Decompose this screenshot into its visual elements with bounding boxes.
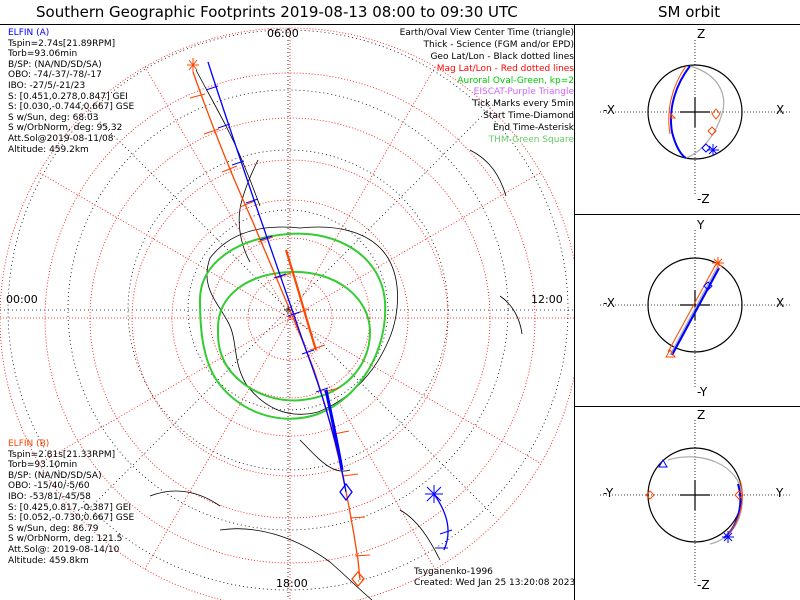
elfin-b-line: Altitude: 459.8km [8,555,89,566]
mag-grid [0,27,574,600]
auroral-oval [198,232,387,420]
elfin-a-line: S: [0.030,-0.744,0.667] GSE [8,102,135,113]
map-label-bottom: 18:00 [276,577,308,590]
legend-item: Earth/Oval View Center Time (triangle) [399,28,574,38]
legend-item: EISCAT-Purple Triangle [473,87,574,98]
orbit3-label-left: -Y [603,486,614,500]
orbit3-label-top: Z [697,408,706,422]
map-label-top: 06:00 [267,27,299,40]
footer-author: Tsyganenko-1996 [414,567,493,577]
legend-item: Thick - Science (FGM and/or EPD) [423,39,574,50]
elfin-b-start-diamond [351,571,365,587]
elfin-a-end-asterisk [425,485,443,503]
legend-item: Geo Lat/Lon - Black dotted lines [430,51,574,62]
main-title: Southern Geographic Footprints 2019-08-1… [36,3,518,21]
footer-created: Created: Wed Jan 25 13:20:08 2023 [414,578,576,588]
elfin-b-info: ELFIN (B) Tspin=2.81s[21.33RPM] Torb=93.… [8,439,134,566]
legend-item: THM-Green Square [488,135,574,146]
orbit2-label-left: -X [603,296,615,310]
elfin-b-name: ELFIN (B) [8,439,50,449]
elfin-b-track [187,58,371,587]
elfin-b-line: S w/Sun, deg: 86.79 [8,523,99,534]
orbit3-label-bottom: -Z [697,578,710,592]
orbit1-label-bottom: -Z [697,192,710,206]
elfin-b-line: OBO: -15/40/-5/60 [8,481,90,492]
orbit-divider-2 [575,406,800,407]
orbit1-label-left: -X [603,103,615,117]
elfin-b-line: S: [0.052,-0.730,0.667] GSE [8,513,135,524]
orbit-title: SM orbit [658,3,721,21]
orbit-panels [600,40,790,585]
elfin-b-line: Tspin=2.81s[21.33RPM] [8,449,116,460]
elfin-a-line: S w/Sun, deg: 68.03 [8,112,99,123]
elfin-a-line: OBO: -74/-37/-78/-17 [8,70,102,81]
legend-item: Auroral Oval-Green, kp=2 [457,75,574,86]
elfin-a-info: ELFIN (A) Tspin=2.74s[21.89RPM] Torb=93.… [8,28,134,155]
map-label-right: 12:00 [531,293,563,306]
legend-item: End Time-Asterisk [492,123,574,134]
elfin-b-line: S w/OrbNorm, deg: 121.5 [8,534,123,545]
elfin-a-line: B/SP: (NA/ND/SD/SA) [8,59,102,70]
polar-map [0,24,574,600]
orbit2-label-top: Y [697,218,705,232]
legend-item: Tick Marks every 5min [472,99,574,110]
elfin-b-line: Torb=93.10min [8,460,78,471]
orbit1-label-top: Z [697,27,706,41]
orbit-panel-xz [600,40,790,195]
elfin-a-start-diamond [339,482,353,502]
orbit2-label-right: X [776,296,785,310]
orbit-panel-yz [600,420,790,585]
orbit1-label-right: X [776,103,785,117]
elfin-b-line: B/SP: (NA/ND/SD/SA) [8,470,102,481]
legend-item: Start Time-Diamond [483,111,574,122]
elfin-a-line: Att.Sol@2019-08-11/08 [8,133,114,144]
orbit-panel-xy [600,230,790,388]
legend: Earth/Oval View Center Time (triangle) T… [400,28,574,147]
elfin-b-line: S: [0.425,0.817,-0.387] GEI [8,502,132,513]
elfin-a-line: IBO: -27/5/-21/23 [8,80,86,91]
elfin-a-line: Torb=93.06min [8,49,78,60]
map-label-left: 00:00 [6,293,38,306]
elfin-a-line: S w/OrbNorm, deg: 95.32 [8,123,123,134]
orbit3-label-right: Y [776,486,784,500]
orbit2-label-bottom: -Y [697,385,708,399]
elfin-a-line: Altitude: 459.2km [8,144,89,155]
elfin-b-line: IBO: -53/81/-45/58 [8,491,91,502]
elfin-a-line: S: [0.451,0.278,0.847] GEI [8,91,128,102]
coastlines [149,69,523,600]
elfin-a-line: Tspin=2.74s[21.89RPM] [8,38,116,49]
elfin-b-end-asterisk [187,58,199,72]
orbit-panel-frame [575,24,800,600]
map-panel-frame [0,24,575,600]
elfin-a-track [205,61,453,551]
elfin-b-line: Att.Sol@: 2019-08-14/10 [8,544,120,555]
legend-item: Mag Lat/Lon - Red dotted lines [436,63,574,74]
orbit-divider-1 [575,214,800,215]
elfin-a-name: ELFIN (A) [8,28,50,38]
